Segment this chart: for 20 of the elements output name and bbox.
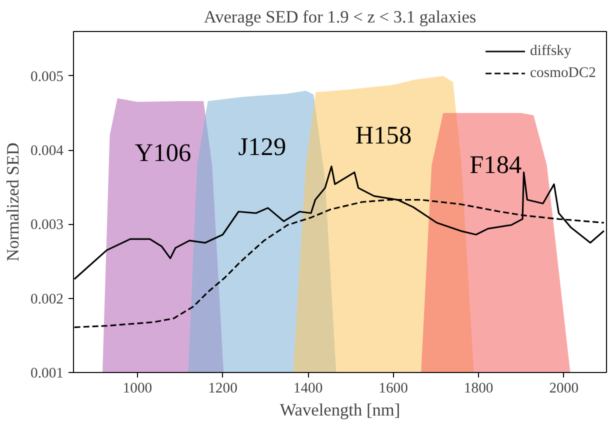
y-axis-title: Normalized SED xyxy=(4,142,23,262)
x-axis-title: Wavelength [nm] xyxy=(280,400,400,420)
legend-label: cosmoDC2 xyxy=(530,64,596,82)
x-tick-label: 2000 xyxy=(549,380,579,396)
x-tick-label: 1000 xyxy=(122,380,152,396)
x-tick-label: 1600 xyxy=(378,380,408,396)
x-tick-label: 1200 xyxy=(208,380,238,396)
y-tick-label: 0.001 xyxy=(30,366,64,382)
chart-title: Average SED for 1.9 < z < 3.1 galaxies xyxy=(204,8,476,26)
x-tick-label: 1800 xyxy=(464,380,494,396)
y-tick-label: 0.005 xyxy=(30,68,64,85)
y-tick-label: 0.003 xyxy=(30,217,64,234)
legend-label: diffsky xyxy=(530,42,572,60)
x-tick-label: 1400 xyxy=(293,380,323,396)
y-tick-label: 0.004 xyxy=(30,143,64,160)
series-label: H158 xyxy=(355,121,412,150)
series-label: J129 xyxy=(238,133,286,162)
series-label: F184 xyxy=(470,150,522,179)
series-label: Y106 xyxy=(134,139,192,168)
y-tick-label: 0.002 xyxy=(30,291,64,308)
